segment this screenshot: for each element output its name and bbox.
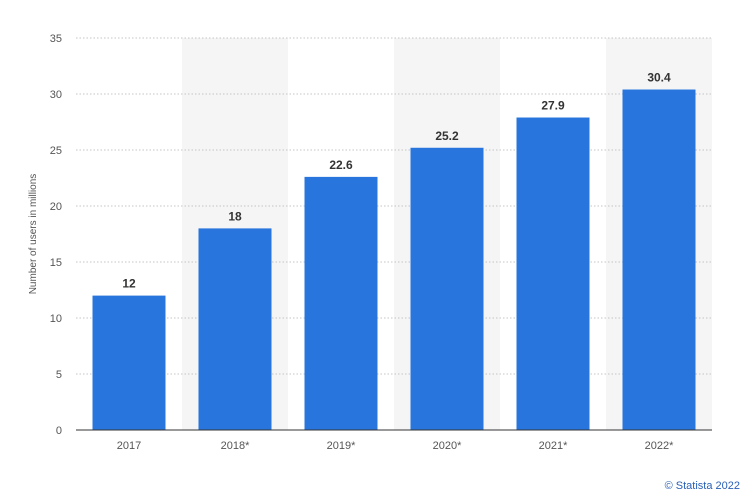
x-tick-label: 2021* — [539, 440, 568, 452]
x-tick-label: 2017 — [117, 440, 141, 452]
data-labels: 12 18 22.6 25.2 27.9 30.4 — [122, 71, 671, 291]
bar[interactable] — [92, 295, 166, 430]
x-tick-label: 2019* — [327, 440, 356, 452]
x-tick-label: 2022* — [645, 440, 674, 452]
y-tick-label: 10 — [50, 313, 62, 325]
bar[interactable] — [304, 176, 378, 430]
data-label: 27.9 — [541, 99, 565, 113]
gridlines — [76, 37, 712, 375]
y-axis-label: Number of users in millions — [28, 174, 39, 295]
data-label: 12 — [122, 277, 136, 291]
x-tick-label: 2018* — [221, 440, 250, 452]
bars — [92, 89, 696, 431]
bar[interactable] — [516, 117, 590, 431]
y-tick-label: 20 — [50, 201, 62, 213]
y-tick-label: 15 — [50, 257, 62, 269]
x-axis-ticks: 2017 2018* 2019* 2020* 2021* 2022* — [117, 440, 674, 452]
y-tick-label: 25 — [50, 145, 62, 157]
data-label: 25.2 — [435, 129, 459, 143]
y-tick-label: 0 — [56, 425, 62, 437]
statista-credit[interactable]: © Statista 2022 — [664, 480, 740, 492]
x-tick-label: 2020* — [433, 440, 462, 452]
data-label: 30.4 — [647, 71, 671, 85]
bar[interactable] — [622, 89, 696, 431]
y-tick-label: 5 — [56, 369, 62, 381]
y-tick-label: 30 — [50, 89, 62, 101]
y-axis-ticks: 0 5 10 15 20 25 30 35 — [50, 33, 62, 437]
data-label: 18 — [228, 209, 242, 223]
data-label: 22.6 — [329, 158, 353, 172]
y-tick-label: 35 — [50, 33, 62, 45]
bar[interactable] — [198, 228, 272, 430]
bar[interactable] — [410, 147, 484, 430]
